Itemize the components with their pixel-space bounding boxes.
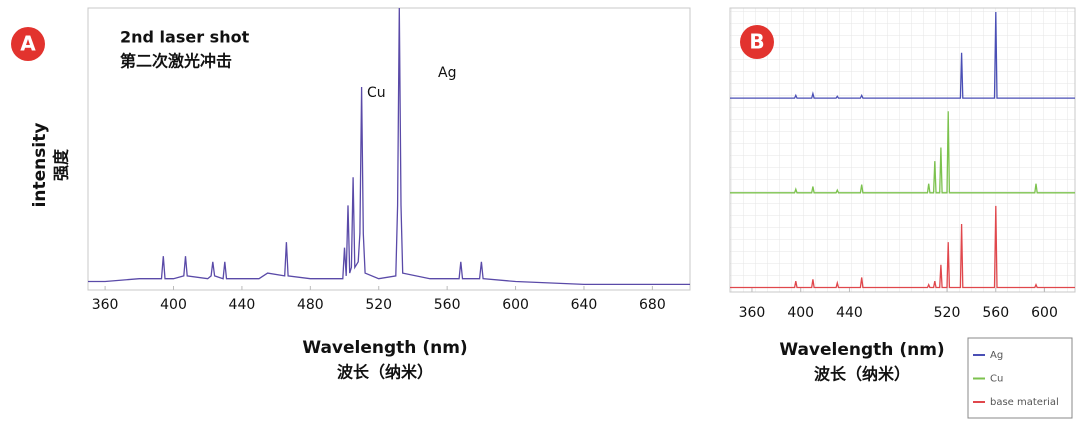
x-axis-title-cn: 波长（纳米） bbox=[814, 365, 910, 384]
chart-title: 2nd laser shot bbox=[120, 28, 250, 47]
spectrum-line bbox=[730, 11, 1075, 99]
plot-frame bbox=[87, 7, 691, 291]
x-axis-title: Wavelength (nm) bbox=[779, 340, 944, 360]
annotation: Ag bbox=[438, 65, 456, 81]
panel-badge bbox=[11, 27, 45, 61]
chart-subtitle: 第二次激光冲击 bbox=[120, 52, 232, 71]
x-tick-label: 440 bbox=[229, 297, 256, 313]
x-tick-label: 600 bbox=[502, 297, 529, 313]
y-axis-title: intensity bbox=[30, 123, 50, 208]
y-axis-title-cn: 强度 bbox=[52, 148, 71, 181]
legend-label: Cu bbox=[990, 374, 1003, 385]
x-tick-label: 680 bbox=[639, 297, 666, 313]
x-tick-label: 360 bbox=[739, 305, 766, 321]
x-axis-title-cn: 波长（纳米） bbox=[337, 363, 433, 382]
x-tick-label: 480 bbox=[297, 297, 324, 313]
spectrum-line bbox=[730, 205, 1075, 289]
x-tick-label: 600 bbox=[1031, 305, 1058, 321]
x-tick-label: 560 bbox=[982, 305, 1009, 321]
x-tick-label: 520 bbox=[365, 297, 392, 313]
annotation: Cu bbox=[367, 85, 386, 101]
spectrum-line bbox=[730, 111, 1075, 194]
x-tick-label: 440 bbox=[836, 305, 863, 321]
x-tick-label: 400 bbox=[160, 297, 187, 313]
spectrum-line bbox=[88, 7, 690, 286]
plot-frame bbox=[729, 7, 1076, 293]
legend bbox=[967, 337, 1073, 419]
panel-label: B bbox=[749, 30, 764, 54]
legend-label: Ag bbox=[990, 350, 1003, 361]
x-tick-label: 520 bbox=[934, 305, 961, 321]
x-tick-label: 360 bbox=[92, 297, 119, 313]
x-axis-title: Wavelength (nm) bbox=[302, 338, 467, 358]
legend-label: base material bbox=[990, 397, 1059, 408]
x-tick-label: 560 bbox=[434, 297, 461, 313]
panel-badge bbox=[740, 25, 774, 59]
panel-label: A bbox=[20, 32, 36, 56]
x-tick-label: 640 bbox=[571, 297, 598, 313]
x-tick-label: 400 bbox=[787, 305, 814, 321]
